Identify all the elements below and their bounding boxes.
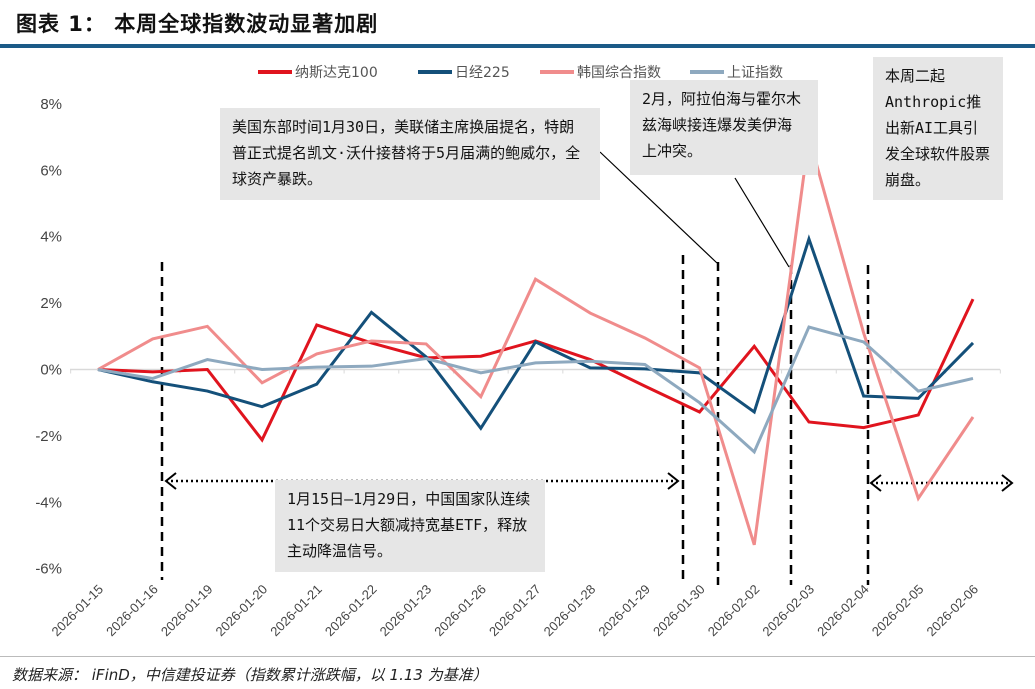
x-tick-label: 2026-01-19 xyxy=(158,582,216,640)
annotation-anthropic: 本周二起Anthropic推出新AI工具引发全球软件股票崩盘。 xyxy=(873,57,1003,200)
series-3 xyxy=(97,325,974,455)
x-tick-label: 2026-01-30 xyxy=(650,582,708,640)
callout-line xyxy=(734,177,790,268)
series-line xyxy=(97,325,974,455)
x-tick-label: 2026-01-16 xyxy=(103,582,161,640)
legend-label: 纳斯达克100 xyxy=(295,65,378,81)
x-tick-label: 2026-01-26 xyxy=(431,582,489,640)
x-tick-label: 2026-01-29 xyxy=(595,582,653,640)
x-tick-label: 2026-01-27 xyxy=(486,582,544,640)
x-tick-label: 2026-01-28 xyxy=(541,582,599,640)
series-1 xyxy=(97,234,975,431)
title-rule xyxy=(0,44,1035,48)
callout-line xyxy=(599,151,718,264)
x-tick-label: 2026-02-05 xyxy=(869,582,927,640)
y-tick-label: 2% xyxy=(40,295,62,312)
annotation-national-team: 1月15日–1月29日，中国国家队连续11个交易日大额减持宽基ETF，释放主动降… xyxy=(275,480,545,572)
annotation-middle-east-conflict: 2月，阿拉伯海与霍尔木兹海峡接连爆发美伊海上冲突。 xyxy=(630,80,818,175)
arrow-head-right xyxy=(1001,474,1014,492)
footer-rule xyxy=(0,656,1035,657)
x-tick-label: 2026-01-20 xyxy=(213,582,271,640)
x-tick-label: 2026-02-03 xyxy=(759,582,817,640)
y-tick-label: 0% xyxy=(40,362,62,379)
legend-label: 韩国综合指数 xyxy=(577,65,661,81)
legend-label: 日经225 xyxy=(455,65,510,81)
annotation-fed-nomination: 美国东部时间1月30日，美联储主席换届提名，特朗普正式提名凯文·沃什接替将于5月… xyxy=(220,108,600,200)
y-tick-label: 8% xyxy=(40,96,62,113)
x-tick-label: 2026-01-15 xyxy=(48,582,106,640)
y-tick-label: 4% xyxy=(40,229,62,246)
x-tick-label: 2026-01-22 xyxy=(322,582,380,640)
y-tick-label: 6% xyxy=(40,162,62,179)
y-tick-label: -2% xyxy=(35,428,62,445)
y-tick-label: -6% xyxy=(35,561,62,578)
x-tick-label: 2026-02-06 xyxy=(923,582,981,640)
x-tick-label: 2026-01-21 xyxy=(267,582,325,640)
figure-title: 图表 1： 本周全球指数波动显著加剧 xyxy=(16,12,379,36)
source-note: 数据来源： iFinD，中信建投证券（指数累计涨跌幅，以 1.13 为基准） xyxy=(12,666,488,684)
y-tick-label: -4% xyxy=(35,494,62,511)
arrow-head-left xyxy=(164,472,177,490)
x-tick-label: 2026-02-02 xyxy=(705,582,763,640)
x-tick-label: 2026-02-04 xyxy=(814,582,872,640)
arrow-head-left xyxy=(869,474,882,492)
legend-label: 上证指数 xyxy=(727,65,783,81)
x-tick-label: 2026-01-23 xyxy=(377,582,435,640)
arrow-head-right xyxy=(667,472,680,490)
